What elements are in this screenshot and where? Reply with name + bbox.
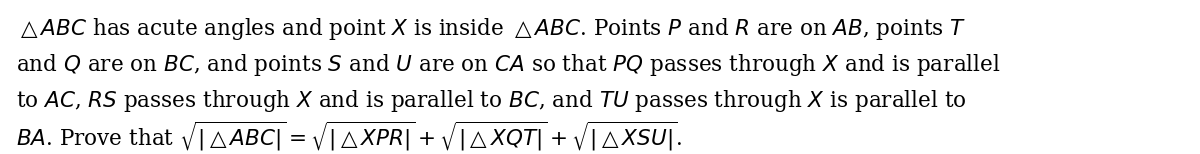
Text: and $Q$ are on $BC$, and points $S$ and $U$ are on $CA$ so that $PQ$ passes thro: and $Q$ are on $BC$, and points $S$ and … <box>16 52 1001 78</box>
Text: $BA$. Prove that $\sqrt{|\triangle ABC|} = \sqrt{|\triangle XPR|} + \sqrt{|\tria: $BA$. Prove that $\sqrt{|\triangle ABC|}… <box>16 120 683 153</box>
Text: $\triangle ABC$ has acute angles and point $X$ is inside $\triangle ABC$. Points: $\triangle ABC$ has acute angles and poi… <box>16 16 966 42</box>
Text: to $AC$, $RS$ passes through $X$ and is parallel to $BC$, and $TU$ passes throug: to $AC$, $RS$ passes through $X$ and is … <box>16 88 967 114</box>
